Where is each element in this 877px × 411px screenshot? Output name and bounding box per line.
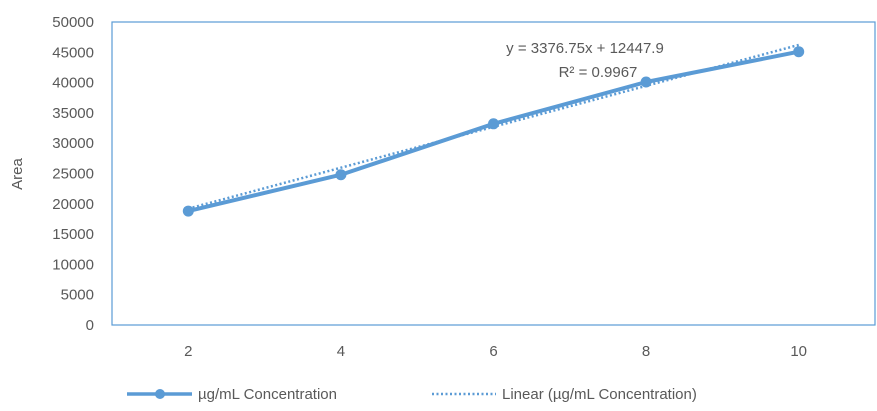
x-tick-label: 10 <box>790 343 807 360</box>
series-layer <box>182 46 805 217</box>
trendline-equation: y = 3376.75x + 12447.9 <box>506 40 664 57</box>
legend-trendline-label: Linear (µg/mL Concentration) <box>502 386 697 403</box>
y-tick-label: 45000 <box>52 44 94 61</box>
legend-series-marker <box>155 389 165 399</box>
x-tick-label: 2 <box>184 343 192 360</box>
x-tick-label: 8 <box>642 343 650 360</box>
y-tick-label: 20000 <box>52 196 94 213</box>
y-tick-label: 5000 <box>61 287 94 304</box>
y-tick-label: 10000 <box>52 256 94 273</box>
trendline-r-squared: R² = 0.9967 <box>559 64 638 81</box>
plot-area <box>111 21 876 326</box>
legend-series-label: µg/mL Concentration <box>198 386 337 403</box>
y-tick-label: 25000 <box>52 166 94 183</box>
data-point <box>793 46 805 58</box>
y-tick-label: 15000 <box>52 226 94 243</box>
series-line <box>186 49 801 214</box>
y-tick-label: 40000 <box>52 75 94 92</box>
y-axis-label: Area <box>9 158 26 190</box>
x-tick-label: 6 <box>489 343 497 360</box>
y-axis-ticks: 0 5000 10000 15000 20000 25000 30000 35000 40000… <box>52 14 94 334</box>
legend: µg/mL Concentration Linear (µg/mL Concen… <box>127 386 697 403</box>
y-tick-label: 0 <box>86 317 94 334</box>
x-tick-label: 4 <box>337 343 345 360</box>
data-point <box>488 118 499 130</box>
y-tick-label: 30000 <box>52 135 94 152</box>
y-tick-label: 35000 <box>52 105 94 122</box>
data-point <box>182 205 194 217</box>
x-axis-ticks: 2 4 6 8 10 <box>184 343 807 360</box>
plot-border <box>111 21 876 326</box>
data-point <box>335 169 347 181</box>
y-tick-label: 50000 <box>52 14 94 31</box>
data-point <box>640 76 652 88</box>
